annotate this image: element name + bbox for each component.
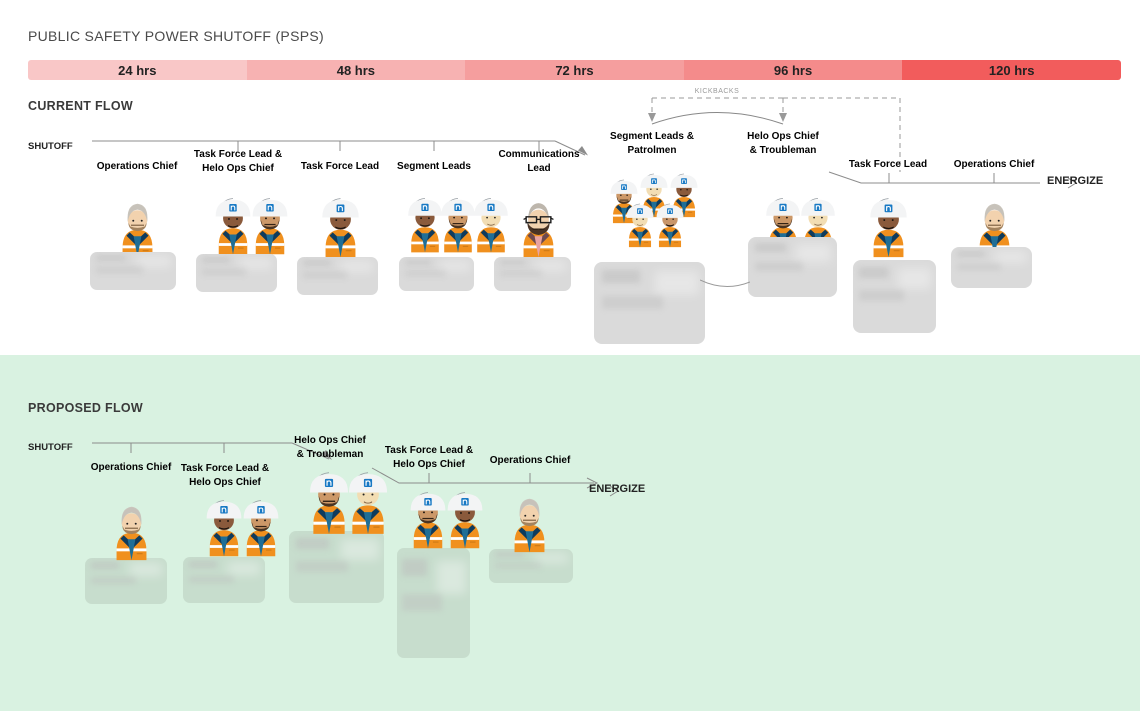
svg-text:KICKBACKS: KICKBACKS [695,88,740,95]
